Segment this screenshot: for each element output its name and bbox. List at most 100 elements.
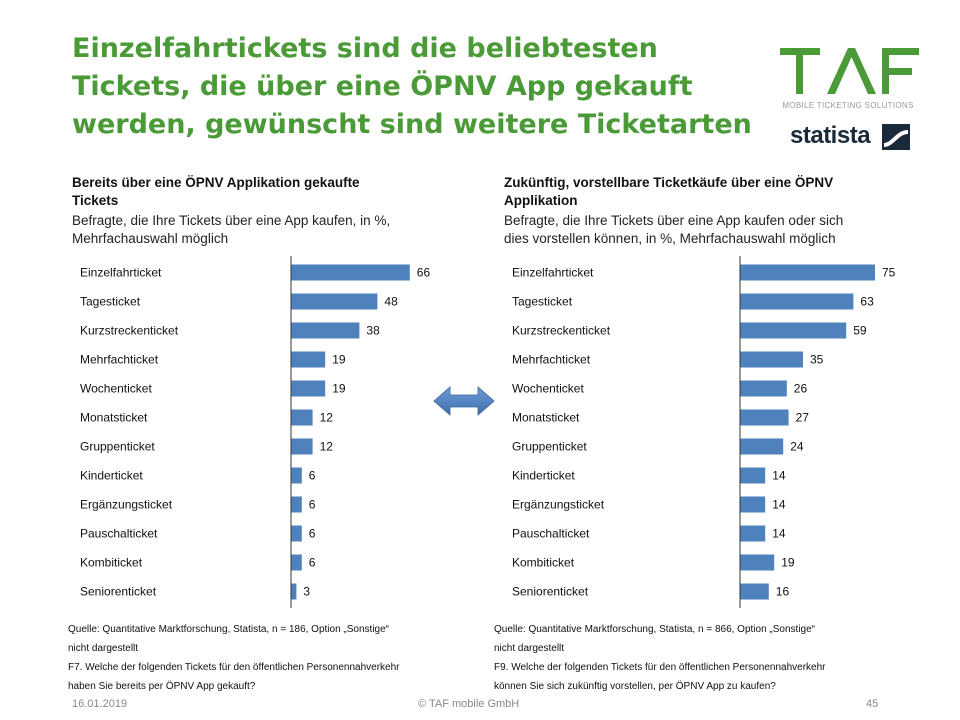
left-panel-heading: Bereits über eine ÖPNV Applikation gekau… — [72, 174, 452, 248]
right-chart-bar — [740, 380, 787, 397]
left-source-line-4: haben Sie bereits per ÖPNV App gekauft? — [68, 681, 256, 692]
title-line-3: werden, gewünscht sind weitere Ticketart… — [72, 109, 752, 140]
right-chart-category-label: Kombiticket — [512, 556, 575, 570]
left-chart-value-label: 12 — [320, 440, 334, 454]
right-chart-bar — [740, 438, 784, 455]
left-chart-category-label: Monatsticket — [80, 411, 148, 425]
right-chart-category-label: Pauschalticket — [512, 527, 590, 541]
left-chart-category-label: Mehrfachticket — [80, 353, 159, 367]
right-chart-bar — [740, 496, 766, 513]
right-chart-category-label: Kurzstreckenticket — [512, 324, 611, 338]
left-chart-category-label: Pauschalticket — [80, 527, 158, 541]
left-chart-category-label: Wochenticket — [80, 382, 152, 396]
logo-block: MOBILE TICKETING SOLUTIONS statista — [778, 44, 923, 154]
left-chart-value-label: 6 — [309, 527, 316, 541]
left-chart-bar — [291, 322, 360, 339]
right-chart-value-label: 75 — [882, 266, 896, 280]
title-line-1: Einzelfahrtickets sind die beliebtesten — [72, 33, 658, 64]
left-chart-bar — [291, 380, 326, 397]
left-chart-category-label: Seniorenticket — [80, 585, 157, 599]
right-chart-category-label: Ergänzungsticket — [512, 498, 605, 512]
right-chart-bar — [740, 264, 875, 281]
left-chart-value-label: 48 — [384, 295, 398, 309]
left-chart-bar — [291, 293, 378, 310]
right-chart-value-label: 14 — [772, 469, 786, 483]
right-chart-value-label: 14 — [772, 527, 786, 541]
right-chart-value-label: 59 — [853, 324, 867, 338]
left-chart-category-label: Gruppenticket — [80, 440, 155, 454]
left-source-line-2: nicht dargestellt — [68, 643, 139, 654]
left-chart-value-label: 19 — [332, 353, 346, 367]
left-heading-line-2: Tickets — [72, 193, 119, 208]
right-source-note: Quelle: Quantitative Marktforschung, Sta… — [494, 620, 934, 696]
right-chart-svg: Einzelfahrticket 75 Tagesticket 63 Kurzstrec… — [512, 256, 896, 608]
right-chart-bar — [740, 467, 766, 484]
right-source-line-3: F9. Welche der folgenden Tickets für den… — [494, 662, 826, 673]
left-chart-bar — [291, 264, 410, 281]
right-chart-value-label: 27 — [796, 411, 810, 425]
right-subtitle-line-1: Befragte, die Ihre Tickets über eine App… — [504, 213, 844, 228]
statista-logo: statista — [790, 122, 871, 149]
left-chart-category-label: Kinderticket — [80, 469, 143, 483]
right-chart-bar — [740, 583, 769, 600]
right-chart-category-label: Wochenticket — [512, 382, 584, 396]
left-source-line-3: F7. Welche der folgenden Tickets für den… — [68, 662, 400, 673]
taf-logo — [780, 48, 919, 94]
left-chart-value-label: 19 — [332, 382, 346, 396]
left-chart-bar — [291, 496, 302, 513]
logo-tagline: MOBILE TICKETING SOLUTIONS — [782, 101, 914, 110]
left-chart-value-label: 3 — [303, 585, 310, 599]
left-chart-value-label: 6 — [309, 556, 316, 570]
right-chart-bar — [740, 322, 847, 339]
right-source-line-1: Quelle: Quantitative Marktforschung, Sta… — [494, 624, 816, 635]
right-chart-value-label: 14 — [772, 498, 786, 512]
left-chart-bar — [291, 467, 302, 484]
right-bar-chart: Einzelfahrticket 75 Tagesticket 63 Kurzstrec… — [504, 256, 924, 608]
statista-mark-icon — [882, 124, 910, 150]
right-chart-bar — [740, 409, 789, 426]
left-chart-bar — [291, 554, 302, 571]
left-chart-category-label: Kombiticket — [80, 556, 143, 570]
footer-date: 16.01.2019 — [72, 698, 128, 710]
right-chart-category-label: Mehrfachticket — [512, 353, 591, 367]
left-chart-bar — [291, 351, 326, 368]
left-chart-bar — [291, 438, 313, 455]
right-chart-value-label: 19 — [781, 556, 795, 570]
left-chart-bar — [291, 525, 302, 542]
right-chart-value-label: 63 — [860, 295, 874, 309]
footer-page-number: 45 — [866, 698, 879, 710]
right-source-line-2: nicht dargestellt — [494, 643, 565, 654]
right-chart-category-label: Seniorenticket — [512, 585, 589, 599]
right-chart-category-label: Monatsticket — [512, 411, 580, 425]
right-chart-category-label: Einzelfahrticket — [512, 266, 594, 280]
left-chart-bar — [291, 409, 313, 426]
left-chart-value-label: 12 — [320, 411, 334, 425]
page-title: Einzelfahrtickets sind die beliebtesten … — [72, 30, 772, 144]
left-source-line-1: Quelle: Quantitative Marktforschung, Sta… — [68, 624, 390, 635]
right-chart-bar — [740, 351, 803, 368]
left-chart-category-label: Kurzstreckenticket — [80, 324, 179, 338]
right-panel-heading: Zukünftig, vorstellbare Ticketkäufe über… — [504, 174, 924, 248]
left-chart-value-label: 66 — [417, 266, 431, 280]
left-subtitle-line-2: Mehrfachauswahl möglich — [72, 231, 229, 246]
left-chart-category-label: Tagesticket — [80, 295, 141, 309]
left-chart-value-label: 38 — [366, 324, 380, 338]
left-chart-category-label: Ergänzungsticket — [80, 498, 173, 512]
left-chart-category-label: Einzelfahrticket — [80, 266, 162, 280]
right-chart-bar — [740, 525, 766, 542]
double-arrow-icon — [433, 386, 495, 416]
right-chart-bar — [740, 293, 854, 310]
right-chart-value-label: 16 — [776, 585, 790, 599]
right-chart-category-label: Tagesticket — [512, 295, 573, 309]
right-chart-category-label: Gruppenticket — [512, 440, 587, 454]
right-chart-bar — [740, 554, 775, 571]
left-chart-value-label: 6 — [309, 498, 316, 512]
left-chart-value-label: 6 — [309, 469, 316, 483]
right-chart-value-label: 24 — [790, 440, 804, 454]
title-line-2: Tickets, die über eine ÖPNV App gekauft — [72, 71, 693, 102]
left-bar-chart: Einzelfahrticket 66 Tagesticket 48 Kurzstrec… — [72, 256, 452, 608]
right-source-line-4: können Sie sich zukünftig vorstellen, pe… — [494, 681, 776, 692]
right-heading-line-2: Applikation — [504, 193, 578, 208]
right-chart-category-label: Kinderticket — [512, 469, 575, 483]
